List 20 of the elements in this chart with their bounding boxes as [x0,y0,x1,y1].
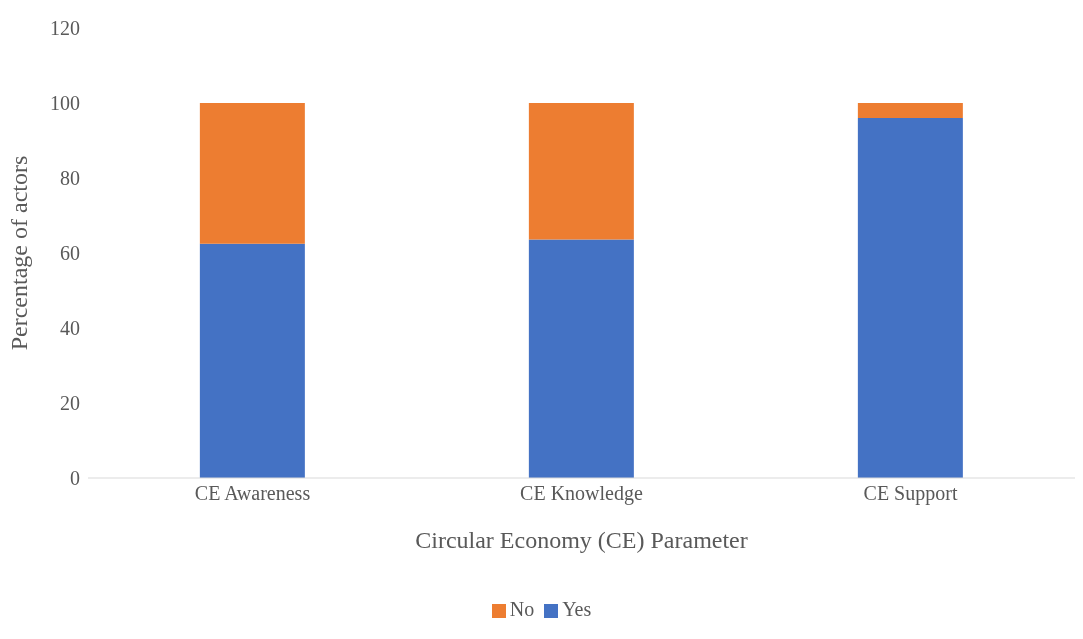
y-axis-title: Percentage of actors [5,155,32,351]
bar [199,243,305,478]
y-tick-label: 60 [60,242,80,265]
y-tick-label: 100 [50,92,80,115]
y-tick-label: 120 [50,17,80,40]
x-axis-title: Circular Economy (CE) Parameter [415,527,748,553]
bar [199,103,305,244]
y-tick-label: 80 [60,167,80,190]
y-tick-label: 40 [60,317,80,340]
bar [857,118,963,478]
legend-label: Yes [562,598,592,620]
legend-label: No [509,598,535,620]
bar [528,103,634,240]
bar [528,239,634,478]
x-tick-label: CE Knowledge [520,482,643,506]
x-tick-label: CE Awareness [194,482,311,505]
y-tick-label: 20 [60,392,80,415]
bar [857,103,963,118]
x-tick-label: CE Support [863,482,958,506]
y-tick-label: 0 [70,467,80,490]
